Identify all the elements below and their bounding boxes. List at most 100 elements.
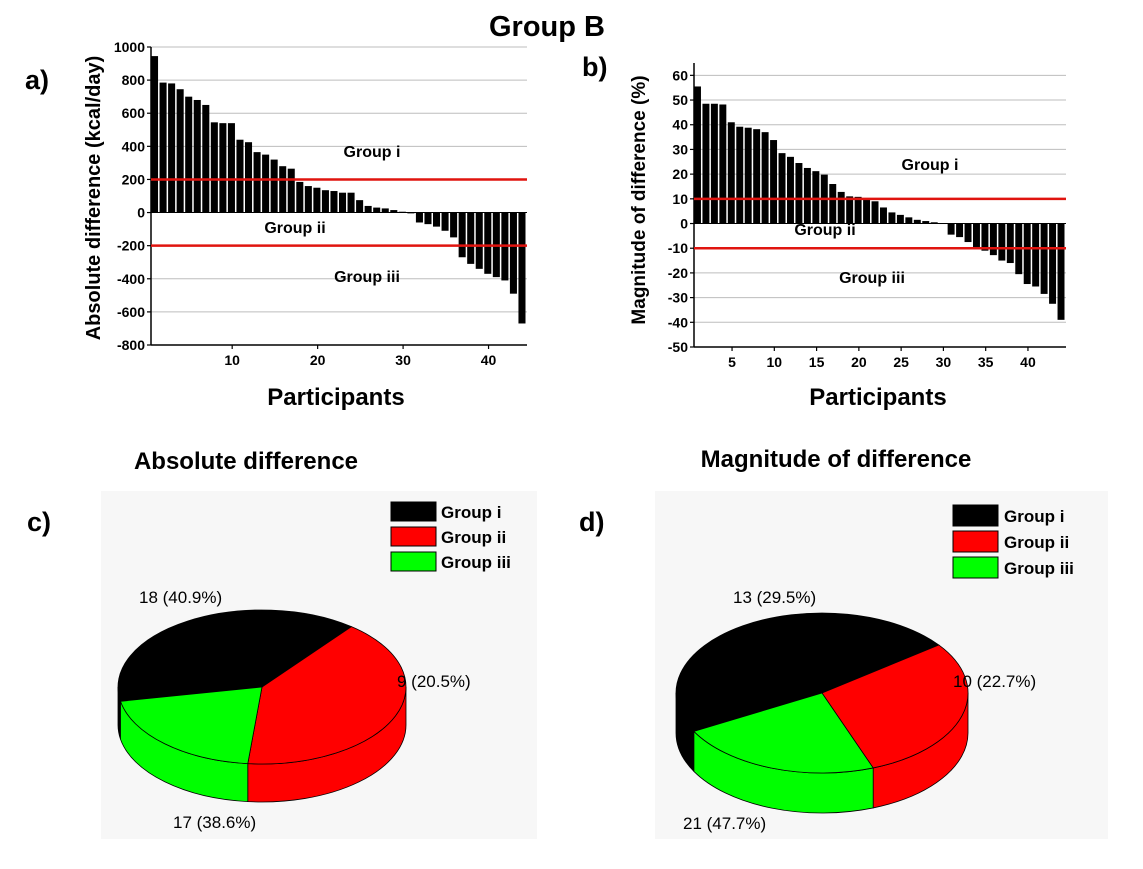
pie-d-slice-group-ii xyxy=(821,644,969,769)
chart-b-y-tick-label: -10 xyxy=(668,240,688,256)
legend-swatch-group-i xyxy=(952,504,999,527)
chart-b-bar xyxy=(880,207,887,224)
chart-b-bar xyxy=(913,219,921,224)
chart-b-region-label-group-i: Group i xyxy=(902,157,959,174)
chart-b-bar xyxy=(905,217,913,224)
chart-a-bar xyxy=(364,205,372,213)
chart-b-bar xyxy=(846,196,854,224)
chart-b-region-label-group-ii: Group ii xyxy=(794,222,855,239)
chart-b-bar xyxy=(1057,223,1065,320)
chart-a-bar xyxy=(279,166,287,213)
chart-a-y-tick-label: 800 xyxy=(122,72,146,88)
chart-a-bar xyxy=(159,82,167,213)
chart-b-bar xyxy=(947,223,955,235)
legend-label-group-ii: Group ii xyxy=(1004,533,1069,552)
chart-a-y-tick-label: -400 xyxy=(117,271,145,287)
chart-b-ylabel: Magnitude of difference (%) xyxy=(629,75,650,324)
pie-d-legend: Group i Group ii Group iii xyxy=(952,504,1074,579)
chart-a-bar xyxy=(262,154,270,213)
pie-c-slice-label-group-ii: 18 (40.9%) xyxy=(139,588,222,607)
chart-b-x-tick-label: 25 xyxy=(893,354,909,370)
chart-a-y-tick-label: 0 xyxy=(137,205,145,221)
chart-a-bar xyxy=(467,212,475,264)
chart-a-bar xyxy=(330,191,338,213)
chart-b-bar xyxy=(854,196,862,224)
legend-label-group-i: Group i xyxy=(441,503,501,522)
figure-title: Group B xyxy=(489,11,605,43)
chart-b-bar xyxy=(998,223,1006,261)
chart-b-x-tick-label: 30 xyxy=(936,354,952,370)
chart-a-ylabel: Absolute difference (kcal/day) xyxy=(83,56,105,341)
chart-b-bar xyxy=(770,140,778,224)
bar-chart-absolute-difference: a) Absolute difference (kcal/day) Partic… xyxy=(25,39,527,411)
chart-b-bar xyxy=(863,198,871,224)
chart-b-bar xyxy=(922,221,930,224)
chart-a-y-tick-label: -600 xyxy=(117,304,145,320)
chart-a-x-tick-label: 10 xyxy=(224,352,240,368)
chart-b-bar xyxy=(956,223,964,238)
pie-c-slices xyxy=(117,609,407,803)
chart-a-bar xyxy=(296,181,304,213)
chart-a-x-tick-label: 20 xyxy=(310,352,326,368)
panel-label-d: d) xyxy=(579,507,604,537)
chart-b-y-tick-label: -50 xyxy=(668,339,688,355)
chart-b-bar xyxy=(744,127,752,224)
chart-b-y-tick-label: 10 xyxy=(672,191,688,207)
chart-a-bar xyxy=(373,207,381,213)
chart-b-plot-area: -50 -40 -30 -20 -10 0 10 20 30 40 50 60 5 10 15 20 25 30 3… xyxy=(668,63,1066,370)
chart-a-bar xyxy=(458,212,466,258)
chart-a-bar xyxy=(236,139,244,213)
chart-a-bar xyxy=(433,212,441,227)
pie-d-title: Magnitude of difference xyxy=(701,446,972,473)
chart-b-bar xyxy=(939,223,947,225)
chart-a-x-tick-label: 40 xyxy=(481,352,497,368)
chart-a-bar xyxy=(210,122,218,213)
chart-b-x-tick-label: 5 xyxy=(728,354,736,370)
chart-a-bar xyxy=(475,212,483,269)
chart-b-bar xyxy=(896,214,904,224)
panel-label-b: b) xyxy=(582,52,607,82)
chart-a-bar xyxy=(270,159,278,213)
chart-a-bar xyxy=(381,208,389,213)
chart-a-bar xyxy=(185,96,193,213)
chart-b-y-tick-label: -40 xyxy=(668,314,688,330)
pie-c-slice-label-group-iii: 9 (20.5%) xyxy=(397,672,471,691)
pie-c-title: Absolute difference xyxy=(134,448,358,475)
chart-a-bar xyxy=(518,212,526,324)
chart-a-bar xyxy=(424,212,432,225)
chart-a-region-label-group-ii: Group ii xyxy=(264,220,325,237)
chart-b-y-tick-label: 20 xyxy=(672,166,688,182)
pie-d-slice-group-iii xyxy=(693,692,874,774)
legend-label-group-i: Group i xyxy=(1004,507,1064,526)
legend-label-group-ii: Group ii xyxy=(441,528,506,547)
chart-b-bar xyxy=(837,191,845,224)
legend-swatch-group-iii xyxy=(952,556,999,579)
chart-b-region-label-group-iii: Group iii xyxy=(839,270,905,287)
chart-a-bar xyxy=(151,56,159,213)
chart-b-bar xyxy=(719,104,727,224)
chart-b-bar xyxy=(702,103,710,224)
chart-b-x-tick-label: 40 xyxy=(1020,354,1036,370)
chart-a-bar xyxy=(398,211,406,213)
chart-b-bar xyxy=(727,122,735,224)
chart-b-y-tick-label: 30 xyxy=(672,141,688,157)
pie-chart-absolute-difference: Absolute difference c) Group i Group ii … xyxy=(27,448,537,839)
chart-a-y-tick-label: 600 xyxy=(122,105,146,121)
chart-a-bar xyxy=(304,186,312,213)
bar-chart-magnitude-of-difference: b) Magnitude of difference (%) Participa… xyxy=(582,52,1066,411)
chart-b-bar xyxy=(964,223,972,243)
chart-a-bar xyxy=(450,212,458,238)
chart-b-bar xyxy=(736,126,744,224)
legend-swatch-group-ii xyxy=(952,530,999,553)
chart-b-y-tick-label: 60 xyxy=(672,67,688,83)
pie-c-slice-label-group-i: 17 (38.6%) xyxy=(173,813,256,832)
chart-b-bar xyxy=(829,184,837,224)
chart-b-bar xyxy=(787,156,794,224)
chart-a-bar xyxy=(390,210,398,213)
chart-a-y-tick-label: 400 xyxy=(122,138,146,154)
chart-a-bar xyxy=(313,187,321,213)
chart-b-x-tick-label: 15 xyxy=(809,354,825,370)
chart-a-y-tick-label: -800 xyxy=(117,337,145,353)
chart-a-bar xyxy=(287,168,295,213)
pie-d-slice-label-group-ii: 13 (29.5%) xyxy=(733,588,816,607)
